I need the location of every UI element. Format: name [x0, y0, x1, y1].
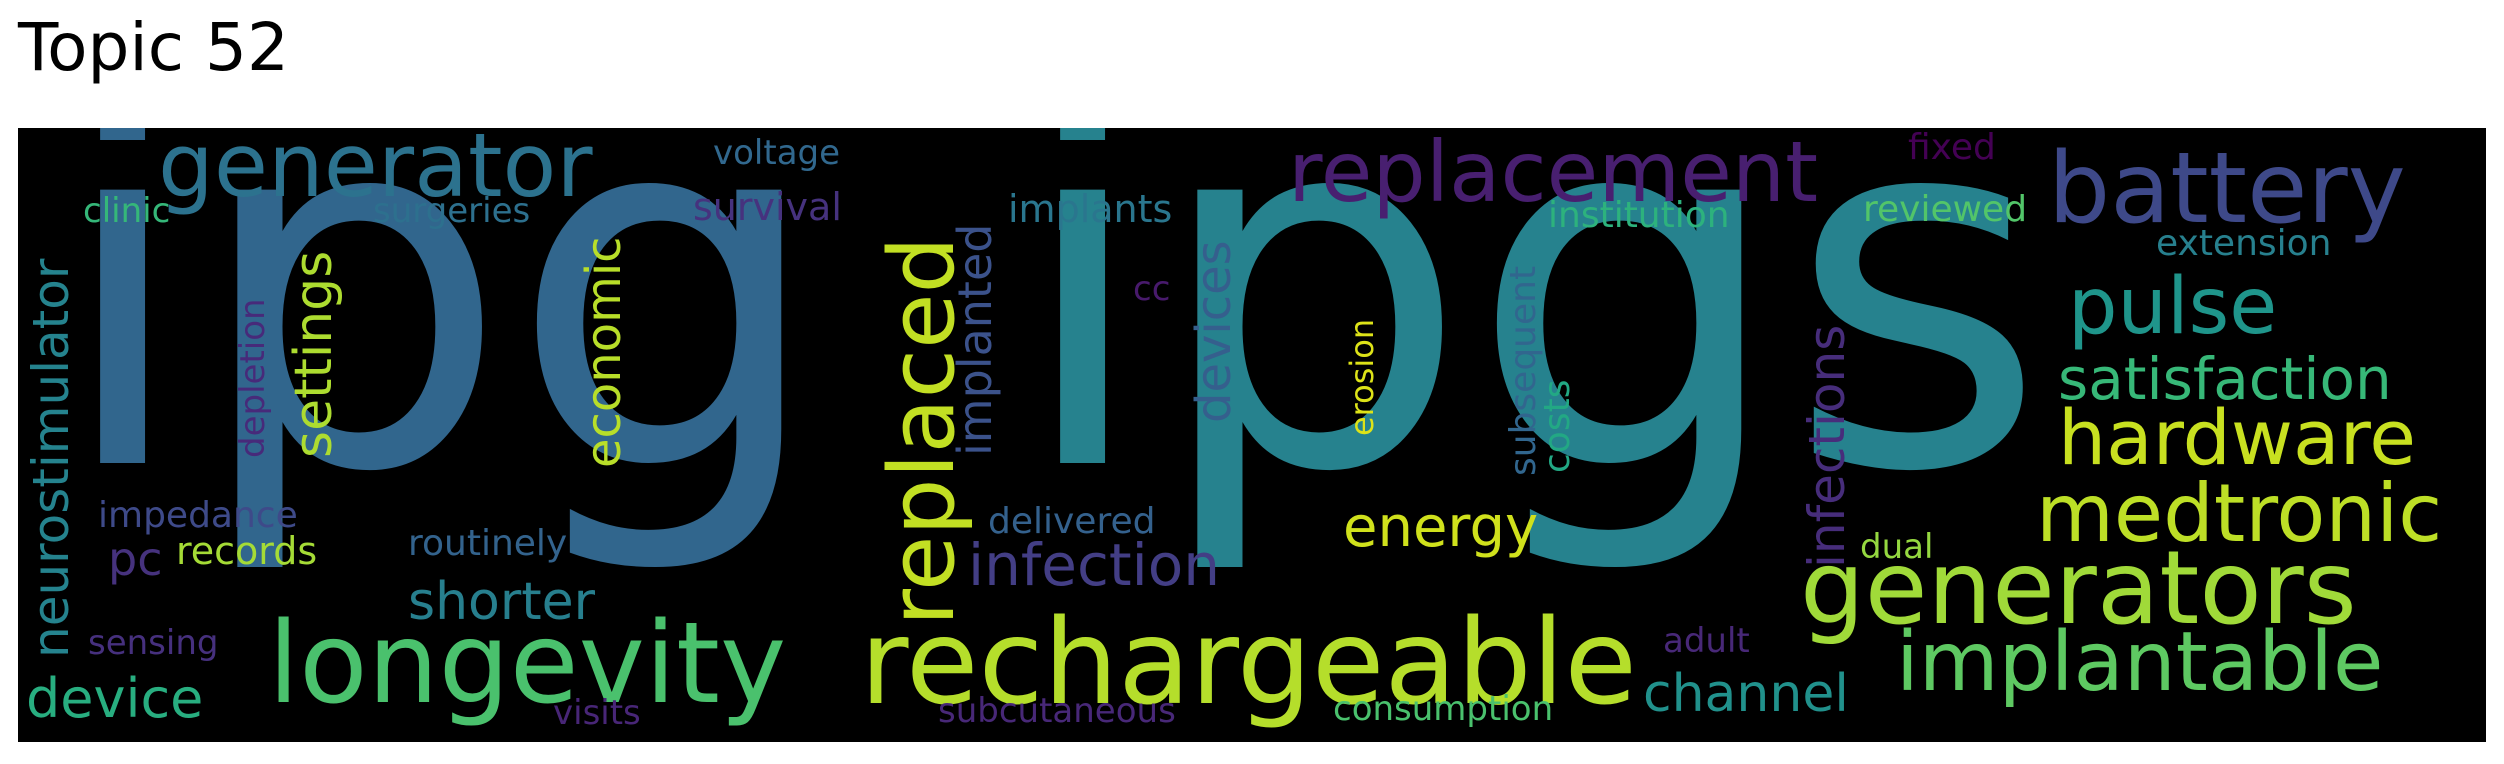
word-replacement: replacement [1288, 128, 1819, 221]
word-extension: extension [2156, 223, 2332, 264]
topic-title: Topic 52 [18, 9, 289, 86]
word-settings: settings [284, 250, 344, 458]
word-sensing: sensing [88, 623, 219, 663]
word-survival: survival [693, 185, 842, 229]
word-medtronic: medtronic [2036, 467, 2443, 560]
word-voltage: voltage [713, 133, 841, 173]
word-records: records [176, 529, 318, 573]
word-longevity: longevity [268, 599, 787, 729]
word-satisfaction: satisfaction [2058, 345, 2392, 413]
word-generator: generator [158, 128, 593, 217]
word-infections: infections [1798, 324, 1856, 568]
word-implantable: implantable [1896, 615, 2384, 710]
word-adult: adult [1663, 621, 1750, 661]
word-neurostimulator: neurostimulator [22, 258, 80, 658]
word-fixed: fixed [1908, 128, 1996, 168]
word-visits: visits [553, 693, 641, 733]
word-economic: economic [576, 236, 632, 468]
word-generators: generators [1800, 529, 2357, 648]
word-infection: infection [968, 531, 1220, 599]
word-device: device [26, 667, 204, 730]
word-routinely: routinely [408, 523, 568, 564]
word-consumption: consumption [1333, 689, 1554, 729]
word-dual: dual [1860, 527, 1934, 567]
word-hardware: hardware [2058, 393, 2416, 482]
word-institution: institution [1548, 195, 1730, 236]
word-depletion: depletion [233, 298, 273, 458]
word-implanted: implanted [948, 223, 1002, 456]
word-cc: cc [1133, 269, 1171, 309]
word-implants: implants [1008, 187, 1173, 231]
word-delivered: delivered [988, 501, 1156, 542]
word-pulse: pulse [2068, 262, 2278, 352]
word-subcutaneous: subcutaneous [938, 691, 1176, 731]
word-clinic: clinic [83, 191, 171, 231]
word-battery: battery [2048, 132, 2406, 246]
word-erosion: erosion [1343, 318, 1381, 436]
word-surgeries: surgeries [373, 191, 531, 231]
word-cloud: ipgs ipg rechargeable longevity generato… [18, 128, 2486, 742]
word-shorter: shorter [408, 572, 596, 632]
word-energy: energy [1343, 495, 1539, 560]
word-channel: channel [1643, 664, 1849, 724]
word-rechargeable: rechargeable [860, 593, 1638, 731]
word-ipgs: ipgs [1013, 128, 2048, 581]
word-impedance: impedance [98, 495, 298, 536]
word-devices: devices [1186, 240, 1242, 423]
word-costs: costs [1537, 379, 1578, 473]
word-pc: pc [108, 532, 163, 586]
word-reviewed: reviewed [1863, 189, 2028, 230]
word-ipg: ipg [53, 128, 827, 581]
